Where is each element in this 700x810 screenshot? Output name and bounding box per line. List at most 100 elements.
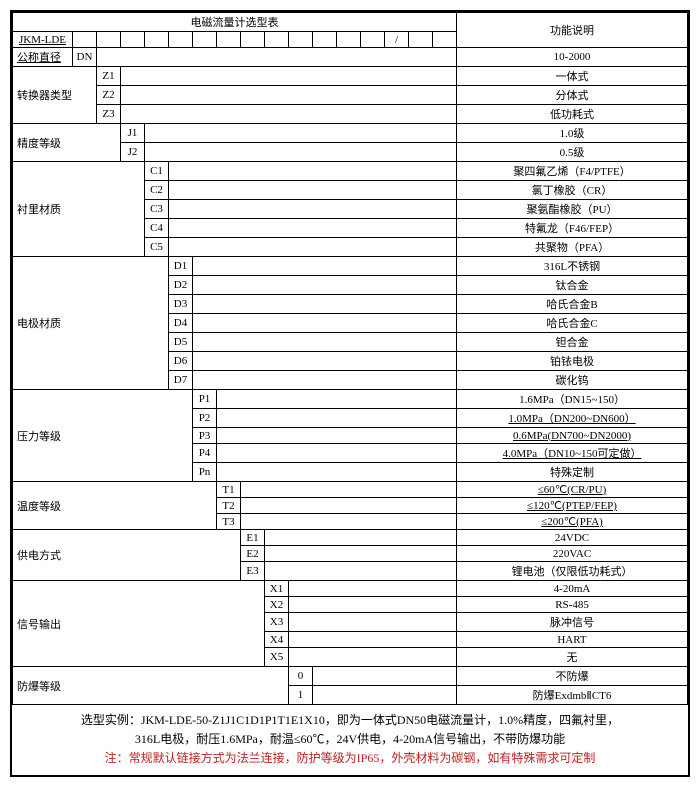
blank-cell: [121, 86, 457, 105]
header-cell: [97, 32, 121, 48]
code-cell: T3: [217, 514, 241, 530]
blank-cell: [241, 514, 457, 530]
code-cell: D2: [169, 276, 193, 295]
blank-cell: [241, 498, 457, 514]
blank-cell: [193, 295, 457, 314]
code-cell: 0: [289, 667, 313, 686]
signal-label: 信号输出: [13, 581, 265, 667]
desc-cell: 1.6MPa（DN15~150）: [457, 390, 688, 409]
blank-cell: [169, 162, 457, 181]
code-cell: X3: [265, 613, 289, 632]
code-cell: P3: [193, 428, 217, 444]
code-cell: E2: [241, 546, 265, 562]
desc-cell: 钛合金: [457, 276, 688, 295]
blank-cell: [193, 314, 457, 333]
desc-cell: 0.5级: [457, 143, 688, 162]
code-cell: Pn: [193, 463, 217, 482]
conv-label: 转换器类型: [13, 67, 97, 124]
desc-cell: 氯丁橡胶（CR）: [457, 181, 688, 200]
code-cell: C1: [145, 162, 169, 181]
blank-cell: [265, 530, 457, 546]
code-cell: E1: [241, 530, 265, 546]
selection-table-wrapper: 电磁流量计选型表 功能说明 JKM-LDE / 公称直径 DN 10-2000 …: [10, 10, 690, 777]
code-cell: D1: [169, 257, 193, 276]
blank-cell: [265, 562, 457, 581]
blank-cell: [289, 648, 457, 667]
code-cell: P2: [193, 409, 217, 428]
header-cell: [193, 32, 217, 48]
dn-code: DN: [73, 48, 97, 67]
blank-cell: [289, 597, 457, 613]
code-cell: D3: [169, 295, 193, 314]
header-cell: [121, 32, 145, 48]
blank-cell: [193, 352, 457, 371]
code-cell: Z3: [97, 105, 121, 124]
desc-cell: 锂电池（仅限低功耗式）: [457, 562, 688, 581]
blank-cell: [193, 257, 457, 276]
desc-cell: 220VAC: [457, 546, 688, 562]
desc-cell: 316L不锈钢: [457, 257, 688, 276]
blank-cell: [217, 444, 457, 463]
blank-cell: [289, 581, 457, 597]
header-cell: [409, 32, 433, 48]
code-cell: P1: [193, 390, 217, 409]
header-cell: [433, 32, 457, 48]
footer-note: 注：常规默认链接方式为法兰连接，防护等级为IP65，外壳材料为碳钢，如有特殊需求…: [20, 749, 680, 768]
desc-cell: 碳化钨: [457, 371, 688, 390]
desc-cell: 聚氨酯橡胶（PU）: [457, 200, 688, 219]
blank-cell: [193, 371, 457, 390]
desc-cell: 1.0MPa（DN200~DN600）: [457, 409, 688, 428]
blank-cell: [169, 200, 457, 219]
blank-cell: [169, 238, 457, 257]
code-cell: X5: [265, 648, 289, 667]
blank-cell: [145, 124, 457, 143]
desc-cell: 聚四氟乙烯（F4/PTFE）: [457, 162, 688, 181]
desc-cell: ≤60℃(CR/PU): [457, 482, 688, 498]
header-cell: [217, 32, 241, 48]
blank-cell: [313, 667, 457, 686]
header-cell: [265, 32, 289, 48]
code-cell: C2: [145, 181, 169, 200]
blank-cell: [121, 105, 457, 124]
code-cell: T2: [217, 498, 241, 514]
blank-cell: [145, 143, 457, 162]
model-code: JKM-LDE: [13, 32, 73, 48]
main-title: 电磁流量计选型表: [13, 13, 457, 32]
desc-cell: 不防爆: [457, 667, 688, 686]
code-cell: Z1: [97, 67, 121, 86]
code-cell: Z2: [97, 86, 121, 105]
liner-label: 衬里材质: [13, 162, 145, 257]
code-cell: D4: [169, 314, 193, 333]
example-line1: 选型实例：JKM-LDE-50-Z1J1C1D1P1T1E1X10，即为一体式D…: [20, 711, 680, 730]
desc-cell: 特殊定制: [457, 463, 688, 482]
header-cell: [337, 32, 361, 48]
selection-table: 电磁流量计选型表 功能说明 JKM-LDE / 公称直径 DN 10-2000 …: [12, 12, 688, 705]
header-cell: [145, 32, 169, 48]
elec-label: 电极材质: [13, 257, 169, 390]
acc-label: 精度等级: [13, 124, 121, 162]
desc-cell: 哈氏合金C: [457, 314, 688, 333]
desc-cell: HART: [457, 632, 688, 648]
blank-cell: [169, 219, 457, 238]
desc-cell: 共聚物（PFA）: [457, 238, 688, 257]
desc-cell: 钽合金: [457, 333, 688, 352]
blank-cell: [289, 613, 457, 632]
code-cell: C3: [145, 200, 169, 219]
example-line2: 316L电极，耐压1.6MPa，耐温≤60℃，24V供电，4-20mA信号输出，…: [20, 730, 680, 749]
desc-cell: 哈氏合金B: [457, 295, 688, 314]
code-cell: 1: [289, 686, 313, 705]
code-cell: X2: [265, 597, 289, 613]
blank-cell: [289, 632, 457, 648]
blank-cell: [193, 276, 457, 295]
code-cell: X4: [265, 632, 289, 648]
press-label: 压力等级: [13, 390, 193, 482]
blank-cell: [217, 409, 457, 428]
footer-block: 选型实例：JKM-LDE-50-Z1J1C1D1P1T1E1X10，即为一体式D…: [12, 705, 688, 775]
header-slash: /: [385, 32, 409, 48]
header-cell: [361, 32, 385, 48]
func-title: 功能说明: [457, 13, 688, 48]
desc-cell: 一体式: [457, 67, 688, 86]
temp-label: 温度等级: [13, 482, 217, 530]
desc-cell: 分体式: [457, 86, 688, 105]
blank-cell: [241, 482, 457, 498]
